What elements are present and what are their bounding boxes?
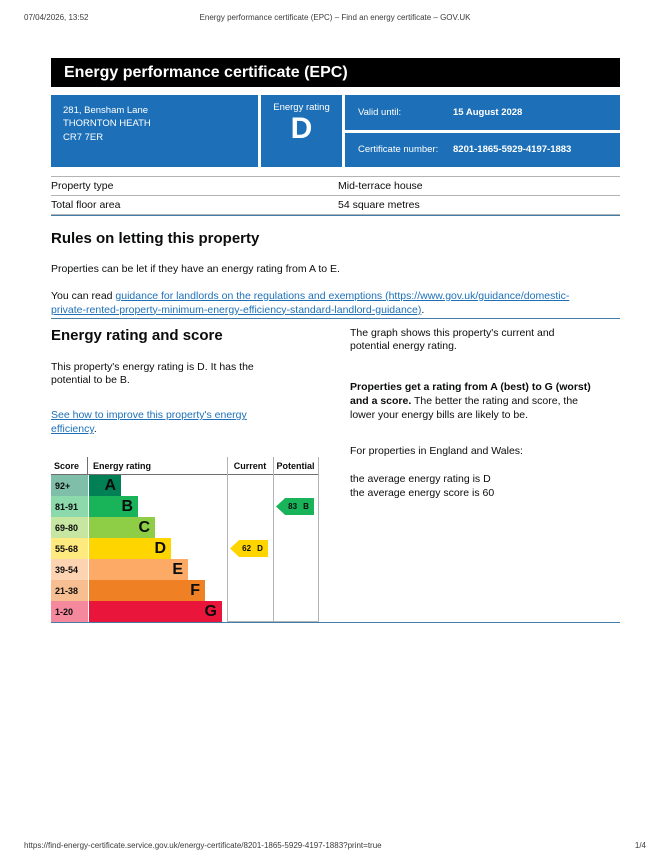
certificate-page: Energy performance certificate (EPC) 281… bbox=[51, 58, 620, 624]
chart-column-line bbox=[227, 457, 228, 622]
chart-bottom-line bbox=[227, 621, 319, 623]
chart-header-score: Score bbox=[51, 457, 88, 475]
rating-left-column: Energy rating and score This property's … bbox=[51, 326, 328, 623]
certificate-title: Energy performance certificate (EPC) bbox=[64, 63, 348, 81]
chart-header-rating: Energy rating bbox=[93, 460, 152, 471]
energy-rating-value: D bbox=[290, 112, 313, 145]
property-details-table: Property type Mid-terrace house Total fl… bbox=[51, 176, 620, 215]
section-divider bbox=[51, 317, 620, 319]
guidance-link-prefix: You can read bbox=[51, 289, 116, 302]
valid-until-row: Valid until: 15 August 2028 bbox=[345, 95, 620, 130]
certificate-number-value: 8201-1865-5929-4197-1883 bbox=[453, 144, 572, 156]
energy-rating-box: Energy rating D bbox=[261, 95, 342, 167]
epc-band-row: 69-80 C bbox=[51, 517, 319, 539]
certificate-number-label: Certificate number: bbox=[358, 144, 439, 156]
epc-band-row: 39-54 E bbox=[51, 559, 319, 581]
band-bar-E: E bbox=[89, 559, 188, 581]
print-page-number: 1/4 bbox=[634, 841, 646, 850]
band-letter: C bbox=[138, 519, 150, 537]
browser-print-header: 07/04/2026, 13:52 Energy performance cer… bbox=[0, 13, 670, 25]
print-page-title: Energy performance certificate (EPC) – F… bbox=[199, 13, 471, 22]
band-letter: D bbox=[154, 540, 166, 558]
address-line-3: CR7 7ER bbox=[63, 131, 104, 143]
chart-header-potential: Potential bbox=[276, 460, 315, 471]
rules-heading: Rules on letting this property bbox=[51, 230, 260, 247]
section-divider bbox=[51, 622, 620, 624]
improve-efficiency-link[interactable]: See how to improve this property's energ… bbox=[51, 409, 247, 436]
band-letter: F bbox=[190, 582, 200, 600]
epc-band-row: 1-20 G bbox=[51, 601, 319, 623]
certificate-meta: Valid until: 15 August 2028 Certificate … bbox=[345, 95, 620, 167]
rating-range-paragraph: Properties get a rating from A (best) to… bbox=[350, 381, 591, 422]
floor-area-label: Total floor area bbox=[51, 199, 121, 211]
band-score-range: 21-38 bbox=[51, 580, 88, 602]
chart-column-line bbox=[318, 457, 319, 622]
address-line-2: THORNTON HEATH bbox=[63, 118, 151, 130]
property-type-label: Property type bbox=[51, 180, 114, 192]
band-bar-G: G bbox=[89, 601, 222, 623]
rules-paragraph: Properties can be let if they have an en… bbox=[51, 263, 340, 275]
england-wales-paragraph: For properties in England and Wales: bbox=[350, 444, 523, 457]
epc-band-row: 21-38 F bbox=[51, 580, 319, 602]
band-letter: E bbox=[172, 561, 183, 579]
epc-chart-header: Score Energy rating Current Potential bbox=[51, 457, 319, 476]
band-letter: B bbox=[121, 498, 133, 516]
property-type-value: Mid-terrace house bbox=[338, 180, 423, 192]
rating-heading: Energy rating and score bbox=[51, 326, 223, 344]
band-score-range: 55-68 bbox=[51, 538, 88, 560]
section-divider bbox=[51, 215, 620, 216]
marker-score: 83 bbox=[288, 502, 298, 512]
band-score-range: 92+ bbox=[51, 475, 88, 497]
rules-section: Rules on letting this property Propertie… bbox=[51, 230, 620, 318]
chart-column-line bbox=[273, 457, 274, 622]
band-score-range: 69-80 bbox=[51, 517, 88, 539]
address-line-1: 281, Bensham Lane bbox=[63, 105, 149, 116]
potential-rating-marker: 83 B bbox=[276, 498, 314, 516]
browser-print-footer: https://find-energy-certificate.service.… bbox=[24, 841, 646, 850]
band-letter: A bbox=[104, 477, 116, 495]
marker-score: 62 bbox=[242, 544, 252, 554]
band-score-range: 39-54 bbox=[51, 559, 88, 581]
valid-until-value: 15 August 2028 bbox=[453, 106, 523, 118]
rules-guidance-paragraph: You can read guidance for landlords on t… bbox=[51, 290, 620, 318]
band-bar-F: F bbox=[89, 580, 205, 602]
energy-rating-section: Energy rating and score This property's … bbox=[51, 326, 620, 623]
band-score-range: 81-91 bbox=[51, 496, 88, 518]
current-rating-marker: 62 D bbox=[230, 540, 268, 558]
improve-paragraph: See how to improve this property's energ… bbox=[51, 409, 328, 437]
certificate-title-banner: Energy performance certificate (EPC) bbox=[51, 58, 620, 87]
table-row: Property type Mid-terrace house bbox=[51, 177, 620, 196]
epc-band-row: 92+ A bbox=[51, 475, 319, 497]
epc-band-row: 55-68 D bbox=[51, 538, 319, 560]
print-url: https://find-energy-certificate.service.… bbox=[24, 841, 382, 850]
epc-band-row: 81-91 B bbox=[51, 496, 319, 518]
marker-letter: D bbox=[257, 544, 263, 554]
chart-header-current: Current bbox=[233, 460, 267, 471]
energy-rating-label: Energy rating bbox=[273, 102, 330, 113]
band-bar-A: A bbox=[89, 475, 121, 497]
rating-summary-paragraph: This property's energy rating is D. It h… bbox=[51, 360, 254, 387]
band-score-range: 1-20 bbox=[51, 601, 88, 623]
epc-chart: Score Energy rating Current Potential 92+ A 81… bbox=[51, 457, 319, 623]
floor-area-value: 54 square metres bbox=[338, 199, 420, 211]
rating-right-column: The graph shows this property's current … bbox=[350, 327, 620, 622]
certificate-summary-panel: 281, Bensham Lane THORNTON HEATH CR7 7ER… bbox=[51, 95, 620, 167]
band-bar-C: C bbox=[89, 517, 155, 539]
graph-explainer-paragraph: The graph shows this property's current … bbox=[350, 326, 555, 353]
band-bar-D: D bbox=[89, 538, 171, 560]
certificate-number-row: Certificate number: 8201-1865-5929-4197-… bbox=[345, 132, 620, 167]
guidance-link-suffix: . bbox=[421, 303, 425, 316]
band-bar-B: B bbox=[89, 496, 138, 518]
print-datetime: 07/04/2026, 13:52 bbox=[24, 13, 89, 22]
improve-link-suffix: . bbox=[93, 423, 97, 436]
landlord-guidance-link[interactable]: guidance for landlords on the regulation… bbox=[51, 289, 570, 316]
property-address: 281, Bensham Lane THORNTON HEATH CR7 7ER bbox=[51, 95, 258, 167]
band-letter: G bbox=[204, 603, 217, 621]
table-row: Total floor area 54 square metres bbox=[51, 196, 620, 215]
marker-letter: B bbox=[303, 502, 309, 512]
valid-until-label: Valid until: bbox=[358, 106, 402, 118]
